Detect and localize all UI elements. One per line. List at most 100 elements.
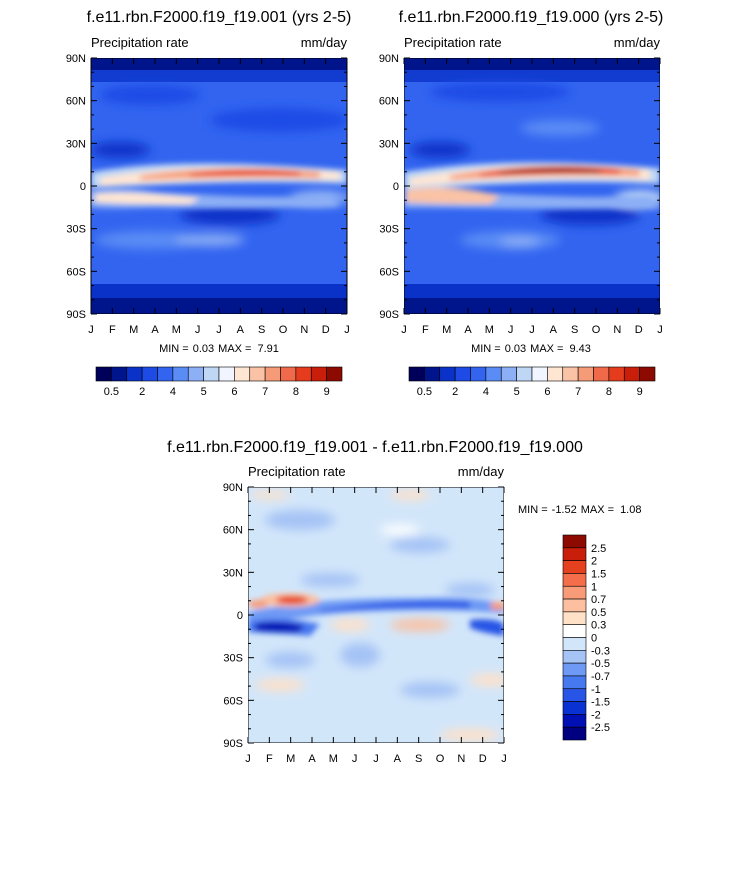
panel-b-stats: MIN = 0.03 MAX = 9.43: [471, 343, 591, 355]
panel-a-colorbar-labels: 0.5 2 4 5 6 7 8 9: [104, 386, 330, 398]
lat-label: 30N: [379, 138, 399, 150]
colorbar-swatch: [562, 714, 587, 728]
lat-label: 30N: [223, 567, 243, 579]
panel-a-field: [91, 58, 347, 314]
panel-c-ticks: [247, 486, 505, 744]
panel-a: f.e11.rbn.F2000.f19_f19.001 (yrs 2-5) Pr…: [66, 9, 352, 398]
month-label: F: [422, 324, 429, 336]
month-label: J: [88, 324, 94, 336]
lat-label: 60S: [66, 266, 86, 278]
month-label: A: [550, 324, 558, 336]
month-label: O: [592, 324, 601, 336]
colorbar-swatch: [203, 366, 220, 382]
colorbar-swatch: [172, 366, 189, 382]
colorbar-label: 0: [591, 633, 597, 645]
lat-label: 90S: [66, 309, 86, 321]
colorbar-swatch: [218, 366, 235, 382]
colorbar-label: -2: [591, 709, 601, 721]
panel-a-units: mm/day: [301, 35, 348, 50]
colorbar-swatch: [562, 624, 587, 638]
colorbar-swatch: [562, 611, 587, 625]
colorbar-label: 8: [606, 386, 612, 398]
panel-a-ticks: [90, 57, 348, 315]
colorbar-label: 6: [544, 386, 550, 398]
colorbar-swatch: [310, 366, 327, 382]
lat-label: 60N: [223, 525, 243, 537]
colorbar-swatch: [562, 598, 587, 613]
colorbar-label: 0.3: [591, 620, 606, 632]
colorbar-label: 2: [139, 386, 145, 398]
colorbar-label: 9: [324, 386, 330, 398]
lat-label: 30S: [66, 224, 86, 236]
month-label: M: [442, 324, 451, 336]
colorbar-label: 5: [514, 386, 520, 398]
colorbar-swatch: [562, 573, 587, 587]
colorbar-swatch: [126, 366, 143, 382]
month-label: D: [635, 324, 643, 336]
colorbar-swatch: [408, 366, 425, 382]
colorbar-swatch: [249, 366, 266, 382]
lat-label: 0: [80, 181, 86, 193]
month-label: D: [479, 753, 487, 765]
colorbar-swatch: [326, 366, 343, 382]
lat-label: 90N: [379, 53, 399, 65]
month-label: S: [258, 324, 265, 336]
colorbar-label: -0.3: [591, 645, 610, 657]
month-label: J: [401, 324, 407, 336]
colorbar-label: -0.5: [591, 658, 610, 670]
colorbar-swatch: [562, 726, 587, 741]
colorbar-swatch: [547, 366, 564, 382]
colorbar-swatch: [623, 366, 640, 382]
colorbar-label: 7: [262, 386, 268, 398]
lat-label: 0: [393, 181, 399, 193]
colorbar-swatch: [264, 366, 281, 382]
panel-c-colorbar-labels: 2.521.510.70.50.30-0.3-0.5-0.7-1-1.5-2-2…: [591, 543, 610, 734]
month-label: O: [436, 753, 445, 765]
month-label: M: [129, 324, 138, 336]
panel-a-title: f.e11.rbn.F2000.f19_f19.001 (yrs 2-5): [87, 9, 352, 26]
lat-label: 30S: [223, 653, 243, 665]
colorbar-swatch: [562, 675, 587, 690]
colorbar-label: 0.5: [417, 386, 432, 398]
month-label: J: [508, 324, 514, 336]
month-label: A: [308, 753, 316, 765]
colorbar-swatch: [562, 637, 587, 651]
month-label: O: [279, 324, 288, 336]
colorbar-swatch: [157, 366, 174, 382]
colorbar-label: 5: [201, 386, 207, 398]
month-label: J: [373, 753, 379, 765]
colorbar-label: -0.7: [591, 671, 610, 683]
panel-a-stats: MIN = 0.03 MAX = 7.91: [159, 343, 279, 355]
panel-b-y-labels: 90N 60N 30N 0 30S 60S 90S: [379, 53, 399, 321]
month-label: A: [237, 324, 245, 336]
colorbar-label: 1.5: [591, 568, 606, 580]
colorbar-label: -1.5: [591, 697, 610, 709]
lat-label: 60S: [223, 695, 243, 707]
colorbar-swatch: [562, 650, 587, 664]
colorbar-label: 0.7: [591, 594, 606, 606]
colorbar-swatch: [608, 366, 625, 382]
panel-c-field: [248, 487, 504, 743]
month-label: M: [485, 324, 494, 336]
month-label: M: [286, 753, 295, 765]
panel-c-units: mm/day: [458, 464, 505, 479]
colorbar-label: 0.5: [591, 607, 606, 619]
month-label: M: [329, 753, 338, 765]
colorbar-swatch: [454, 366, 471, 382]
colorbar-label: 7: [575, 386, 581, 398]
month-label: S: [415, 753, 422, 765]
colorbar-label: 2.5: [591, 543, 606, 555]
colorbar-swatch: [470, 366, 487, 382]
colorbar-swatch: [562, 534, 587, 549]
month-label: F: [266, 753, 273, 765]
month-label: A: [394, 753, 402, 765]
colorbar-swatch: [516, 366, 533, 382]
panel-b-field: [404, 58, 660, 314]
colorbar-label: 2: [591, 556, 597, 568]
colorbar-label: 2: [452, 386, 458, 398]
lat-label: 30N: [66, 138, 86, 150]
colorbar-swatch: [111, 366, 128, 382]
panel-b-variable: Precipitation rate: [404, 35, 502, 50]
